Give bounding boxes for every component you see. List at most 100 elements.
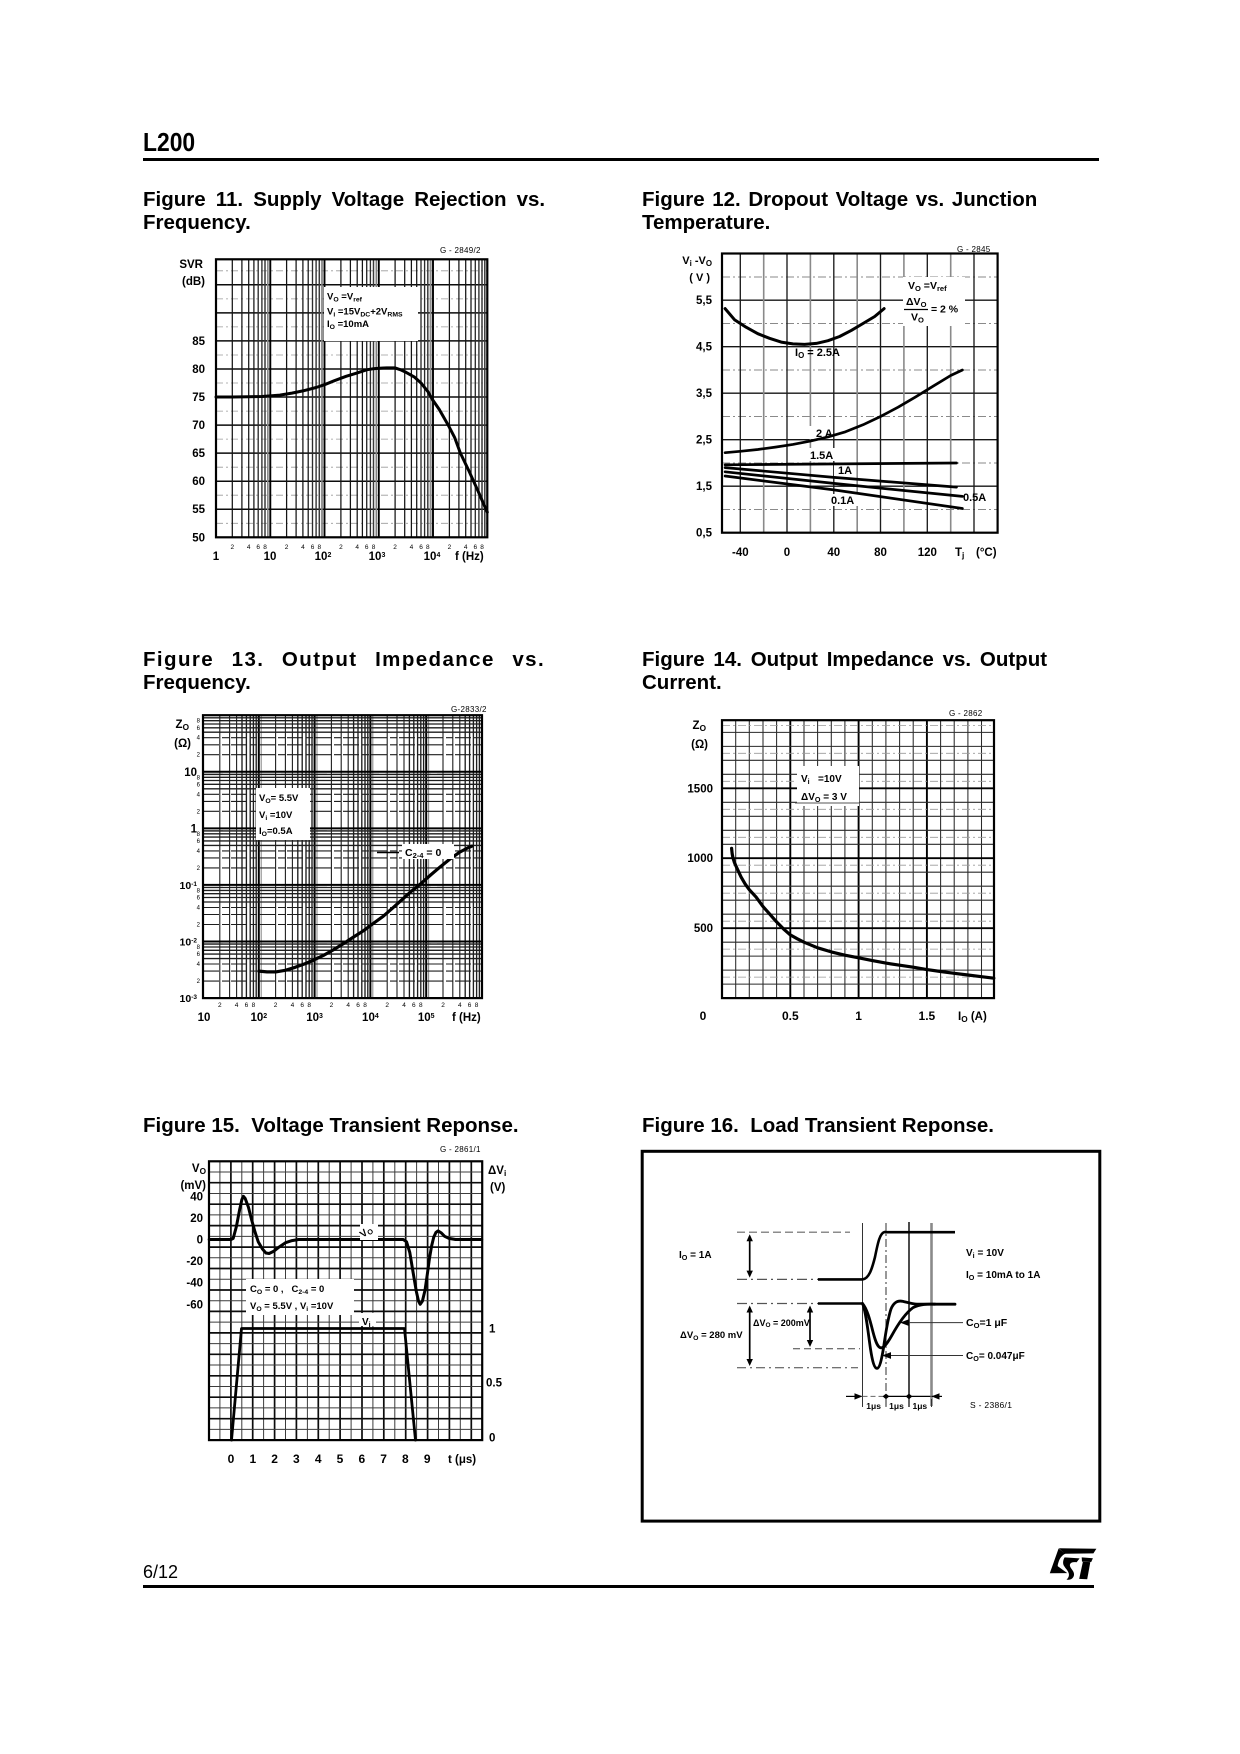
svg-text:(Ω): (Ω) <box>174 738 191 750</box>
svg-text:8: 8 <box>307 1002 311 1009</box>
svg-text:8: 8 <box>480 544 484 551</box>
svg-text:Vi: Vi <box>362 1317 371 1329</box>
svg-text:1: 1 <box>855 1009 862 1023</box>
svg-text:2: 2 <box>441 1002 445 1009</box>
svg-text:ΔVO = 200mV: ΔVO = 200mV <box>753 1318 810 1329</box>
svg-text:104: 104 <box>424 551 441 563</box>
svg-text:6: 6 <box>356 1002 360 1009</box>
svg-text:4: 4 <box>197 736 201 742</box>
svg-text:1.5A: 1.5A <box>810 450 833 462</box>
svg-text:0: 0 <box>197 1235 203 1247</box>
svg-text:8: 8 <box>402 1452 409 1466</box>
svg-text:VO= 5.5V: VO= 5.5V <box>259 793 299 805</box>
svg-text:55: 55 <box>192 504 205 516</box>
svg-text:IO = 1A: IO = 1A <box>679 1250 712 1262</box>
svg-text:5: 5 <box>337 1452 344 1466</box>
svg-text:4: 4 <box>197 792 201 798</box>
svg-text:0,5: 0,5 <box>696 528 713 540</box>
svg-text:40: 40 <box>827 547 840 559</box>
svg-text:8: 8 <box>197 832 201 838</box>
svg-text:4: 4 <box>197 962 201 968</box>
svg-text:SVR: SVR <box>179 259 203 271</box>
svg-text:6: 6 <box>197 896 201 902</box>
svg-text:8: 8 <box>197 775 201 781</box>
svg-text:C2-4 = 0: C2-4 = 0 <box>405 847 441 860</box>
svg-text:6: 6 <box>197 839 201 845</box>
svg-text:-40: -40 <box>186 1278 203 1290</box>
svg-text:8: 8 <box>197 719 201 725</box>
svg-text:VO =Vref: VO =Vref <box>908 280 947 293</box>
svg-text:2: 2 <box>448 544 452 551</box>
svg-text:10: 10 <box>264 551 277 563</box>
svg-text:10: 10 <box>198 1012 211 1024</box>
svg-text:= 2 %: = 2 % <box>931 304 959 316</box>
svg-text:4,5: 4,5 <box>696 342 713 354</box>
svg-text:2: 2 <box>339 544 343 551</box>
svg-text:2: 2 <box>271 1452 278 1466</box>
svg-text:1: 1 <box>191 823 198 835</box>
svg-text:IO=0.5A: IO=0.5A <box>259 826 293 838</box>
svg-text:1: 1 <box>213 551 220 563</box>
svg-text:8: 8 <box>263 544 267 551</box>
svg-text:8: 8 <box>419 1002 423 1009</box>
svg-text:IO = 10mA to 1A: IO = 10mA to 1A <box>966 1270 1040 1282</box>
svg-text:103: 103 <box>369 551 386 563</box>
svg-text:ZO: ZO <box>176 719 190 732</box>
svg-text:G - 2845: G - 2845 <box>957 245 991 254</box>
svg-text:20: 20 <box>190 1213 203 1225</box>
svg-text:6: 6 <box>197 782 201 788</box>
svg-text:1μs: 1μs <box>889 1401 904 1411</box>
svg-text:10-2: 10-2 <box>180 937 198 949</box>
svg-text:9: 9 <box>424 1452 431 1466</box>
svg-text:S - 2386/1: S - 2386/1 <box>970 1400 1012 1410</box>
svg-text:f (Hz): f (Hz) <box>452 1012 481 1024</box>
svg-text:6: 6 <box>473 544 477 551</box>
svg-text:( V ): ( V ) <box>689 272 710 284</box>
svg-text:2: 2 <box>197 809 201 815</box>
svg-text:2: 2 <box>197 979 201 985</box>
svg-text:Vi =10V: Vi =10V <box>801 774 842 786</box>
svg-text:8: 8 <box>317 544 321 551</box>
svg-text:Vi -VO: Vi -VO <box>682 255 712 268</box>
svg-text:G - 2861/1: G - 2861/1 <box>440 1145 481 1154</box>
svg-text:IO (A): IO (A) <box>958 1011 987 1024</box>
svg-text:CO=1 μF: CO=1 μF <box>966 1317 1008 1330</box>
svg-text:103: 103 <box>306 1012 323 1024</box>
svg-text:70: 70 <box>192 420 205 432</box>
svg-text:f (Hz): f (Hz) <box>455 551 484 563</box>
svg-text:0: 0 <box>784 547 790 559</box>
svg-text:1.5: 1.5 <box>919 1009 936 1023</box>
svg-text:-40: -40 <box>732 547 749 559</box>
svg-text:6: 6 <box>358 1452 365 1466</box>
svg-text:40: 40 <box>190 1191 203 1203</box>
svg-text:-20: -20 <box>186 1256 203 1268</box>
svg-text:80: 80 <box>192 364 205 376</box>
svg-text:2: 2 <box>197 753 201 759</box>
svg-text:0.5: 0.5 <box>782 1009 799 1023</box>
svg-text:60: 60 <box>192 476 205 488</box>
svg-text:4: 4 <box>301 544 305 551</box>
svg-text:2: 2 <box>393 544 397 551</box>
svg-text:0: 0 <box>489 1432 495 1444</box>
svg-text:6: 6 <box>311 544 315 551</box>
svg-text:2: 2 <box>197 923 201 929</box>
svg-text:1,5: 1,5 <box>696 481 713 493</box>
svg-text:3,5: 3,5 <box>696 388 713 400</box>
svg-text:VO =Vref: VO =Vref <box>327 292 363 304</box>
svg-text:8: 8 <box>197 888 201 894</box>
svg-text:G - 2849/2: G - 2849/2 <box>440 246 481 255</box>
svg-text:6: 6 <box>256 544 260 551</box>
svg-text:4: 4 <box>355 544 359 551</box>
svg-text:7: 7 <box>380 1452 387 1466</box>
svg-text:3: 3 <box>293 1452 300 1466</box>
svg-text:4: 4 <box>402 1002 406 1009</box>
svg-text:ZO: ZO <box>693 720 707 733</box>
svg-text:4: 4 <box>235 1002 239 1009</box>
svg-text:(V): (V) <box>490 1182 506 1194</box>
svg-text:ΔVO = 280 mV: ΔVO = 280 mV <box>680 1330 743 1342</box>
svg-text:5,5: 5,5 <box>696 295 713 307</box>
svg-text:8: 8 <box>475 1002 479 1009</box>
svg-text:Vi =10V: Vi =10V <box>259 810 293 822</box>
svg-text:0.5A: 0.5A <box>963 492 986 504</box>
svg-text:4: 4 <box>458 1002 462 1009</box>
